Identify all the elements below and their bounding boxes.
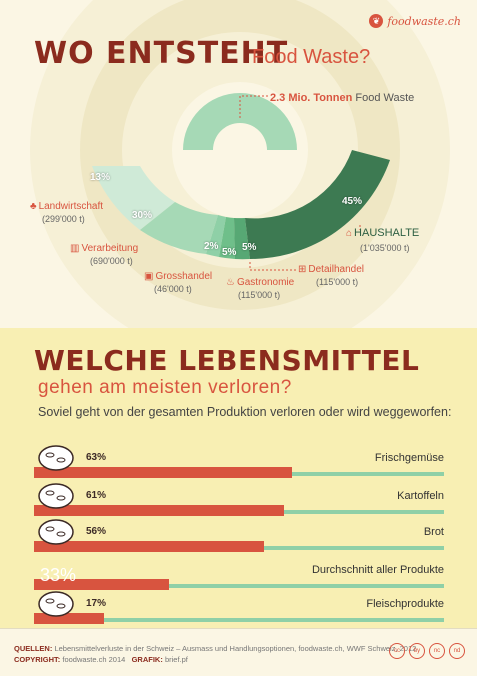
product-percent: 17% xyxy=(86,598,107,609)
label-detailhandel-amount: (115'000 t) xyxy=(316,277,359,287)
footer: QUELLEN: Lebensmittelverluste in der Sch… xyxy=(0,628,477,676)
ham-icon xyxy=(36,586,76,618)
label-landwirtschaft-name: Landwirtschaft xyxy=(38,201,104,212)
cc-icon[interactable]: cc xyxy=(389,643,405,659)
brand-logo[interactable]: ❦ foodwaste.ch xyxy=(369,14,461,28)
product-bar xyxy=(34,505,285,516)
segment-gastronomie xyxy=(219,217,235,259)
product-row: 56% Brot xyxy=(34,518,444,554)
pct-grosshandel: 2% xyxy=(204,241,219,252)
label-detailhandel-name: Detailhandel xyxy=(308,264,364,275)
section-intro: Soviel geht von der gesamten Produktion … xyxy=(38,405,452,419)
leader-detailhandel xyxy=(249,262,296,271)
product-percent: 63% xyxy=(86,452,107,463)
product-track xyxy=(34,584,444,588)
total-text: Food Waste xyxy=(355,92,415,104)
license-icons[interactable]: cc by nc nd xyxy=(389,643,465,659)
attribution-icon[interactable]: by xyxy=(409,643,425,659)
cart-icon: ⊞ xyxy=(298,264,307,275)
label-verarbeitung-name: Verarbeitung xyxy=(81,243,139,254)
label-detailhandel: ⊞ Detailhandel (115'000 t) xyxy=(298,263,364,289)
footer-sources: QUELLEN: Lebensmittelverluste in der Sch… xyxy=(14,644,416,653)
leader-total xyxy=(239,95,268,118)
leaf-icon: ❦ xyxy=(369,14,384,28)
noderivatives-icon[interactable]: nd xyxy=(449,643,465,659)
pct-verarbeitung: 30% xyxy=(132,210,153,221)
product-row: 63% Frischgemüse xyxy=(34,444,444,480)
chef-hat-icon: ♨ xyxy=(226,277,235,288)
label-haushalte-name: HAUSHALTE xyxy=(354,227,420,239)
label-landwirtschaft: ♣ Landwirtschaft (299'000 t) xyxy=(30,200,103,226)
product-name: Fleischprodukte xyxy=(366,598,444,610)
segment-haushalte xyxy=(245,150,390,260)
label-gastronomie-name: Gastronomie xyxy=(236,277,295,288)
pct-detailhandel: 5% xyxy=(242,242,257,253)
product-percent: 61% xyxy=(86,490,107,501)
label-haushalte: ⌂ HAUSHALTE (1'035'000 t) xyxy=(346,226,419,255)
footer-graphic-label: GRAFIK: xyxy=(131,655,163,664)
where-section: ❦ foodwaste.ch WO ENTSTEHT Food Waste? 2… xyxy=(0,0,477,328)
label-grosshandel-name: Grosshandel xyxy=(155,271,213,282)
footer-credits: COPYRIGHT: foodwaste.ch 2014 GRAFIK: bri… xyxy=(14,655,188,664)
section-subtitle: gehen am meisten verloren? xyxy=(38,377,292,398)
pct-gastronomie: 5% xyxy=(222,247,237,258)
donut-chart xyxy=(30,0,450,328)
product-name: Brot xyxy=(423,526,444,538)
brand-name: foodwaste.ch xyxy=(387,14,461,28)
segment-detailhandel xyxy=(234,218,250,260)
segment-landwirtschaft xyxy=(92,166,175,230)
potato-icon xyxy=(36,478,76,510)
footer-sources-label: QUELLEN: xyxy=(14,644,53,653)
label-landwirtschaft-amount: (299'000 t) xyxy=(42,214,85,224)
product-bar xyxy=(34,467,293,478)
factory-icon: ▥ xyxy=(70,243,80,254)
bread-icon xyxy=(36,514,76,546)
which-section xyxy=(0,328,477,628)
product-name: Kartoffeln xyxy=(397,490,444,502)
product-name: Frischgemüse xyxy=(374,452,444,464)
product-bar xyxy=(34,613,104,624)
product-bar xyxy=(34,579,170,590)
total-amount: 2.3 Mio. Tonnen xyxy=(270,92,353,104)
sprout-icon: ♣ xyxy=(30,201,37,212)
product-row: 17% Fleischprodukte xyxy=(34,590,444,626)
product-track xyxy=(34,618,444,622)
vegetable-icon xyxy=(36,440,76,472)
label-gastronomie: ♨ Gastronomie (115'000 t) xyxy=(226,276,294,302)
total-label: 2.3 Mio. Tonnen Food Waste xyxy=(270,92,414,104)
label-verarbeitung: ▥ Verarbeitung (690'000 t) xyxy=(70,242,138,268)
product-row: 33% Durchschnitt aller Produkte xyxy=(34,556,444,592)
pct-landwirtschaft: 13% xyxy=(90,172,111,183)
segment-verarbeitung xyxy=(140,202,218,254)
footer-copyright-label: COPYRIGHT: xyxy=(14,655,61,664)
label-haushalte-amount: (1'035'000 t) xyxy=(360,243,410,253)
product-percent: 56% xyxy=(86,526,107,537)
pct-haushalte: 45% xyxy=(342,196,363,207)
total-ring xyxy=(183,93,297,150)
footer-sources-text: Lebensmittelverluste in der Schweiz – Au… xyxy=(54,644,417,653)
noncommercial-icon[interactable]: nc xyxy=(429,643,445,659)
label-grosshandel: ▣ Grosshandel (46'000 t) xyxy=(144,270,212,296)
product-name: Durchschnitt aller Produkte xyxy=(311,564,444,576)
footer-graphic-text: brief.pf xyxy=(164,655,188,664)
truck-icon: ▣ xyxy=(144,271,154,282)
footer-copyright-text: foodwaste.ch 2014 xyxy=(62,655,126,664)
page-subtitle: Food Waste? xyxy=(252,46,371,68)
page-title: WO ENTSTEHT xyxy=(34,36,289,71)
label-gastronomie-amount: (115'000 t) xyxy=(238,290,281,300)
product-row: 61% Kartoffeln xyxy=(34,482,444,518)
label-grosshandel-amount: (46'000 t) xyxy=(154,284,192,294)
house-icon: ⌂ xyxy=(346,228,353,239)
product-percent: 33% xyxy=(40,565,77,585)
segment-grosshandel xyxy=(206,215,226,257)
product-bar xyxy=(34,541,264,552)
section-title: WELCHE LEBENSMITTEL xyxy=(34,344,420,377)
label-verarbeitung-amount: (690'000 t) xyxy=(90,256,133,266)
